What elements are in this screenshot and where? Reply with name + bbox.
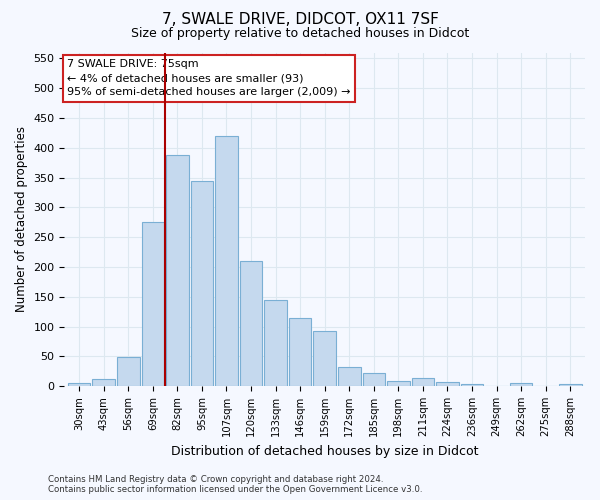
- Text: Size of property relative to detached houses in Didcot: Size of property relative to detached ho…: [131, 28, 469, 40]
- Bar: [215, 136, 238, 386]
- Text: 7, SWALE DRIVE, DIDCOT, OX11 7SF: 7, SWALE DRIVE, DIDCOT, OX11 7SF: [161, 12, 439, 28]
- Bar: [387, 382, 410, 386]
- Bar: [461, 384, 484, 386]
- Bar: [559, 384, 581, 386]
- Bar: [313, 332, 336, 386]
- Bar: [264, 300, 287, 386]
- Bar: [117, 358, 140, 386]
- Text: Contains HM Land Registry data © Crown copyright and database right 2024.: Contains HM Land Registry data © Crown c…: [48, 475, 383, 484]
- Text: 7 SWALE DRIVE: 75sqm
← 4% of detached houses are smaller (93)
95% of semi-detach: 7 SWALE DRIVE: 75sqm ← 4% of detached ho…: [67, 59, 350, 97]
- Bar: [92, 379, 115, 386]
- Bar: [362, 373, 385, 386]
- Bar: [68, 383, 91, 386]
- Bar: [240, 261, 262, 386]
- Text: Contains public sector information licensed under the Open Government Licence v3: Contains public sector information licen…: [48, 485, 422, 494]
- Bar: [338, 367, 361, 386]
- Bar: [289, 318, 311, 386]
- Bar: [191, 180, 213, 386]
- Bar: [412, 378, 434, 386]
- X-axis label: Distribution of detached houses by size in Didcot: Distribution of detached houses by size …: [171, 444, 478, 458]
- Bar: [166, 155, 188, 386]
- Bar: [510, 383, 532, 386]
- Bar: [436, 382, 459, 386]
- Bar: [142, 222, 164, 386]
- Y-axis label: Number of detached properties: Number of detached properties: [15, 126, 28, 312]
